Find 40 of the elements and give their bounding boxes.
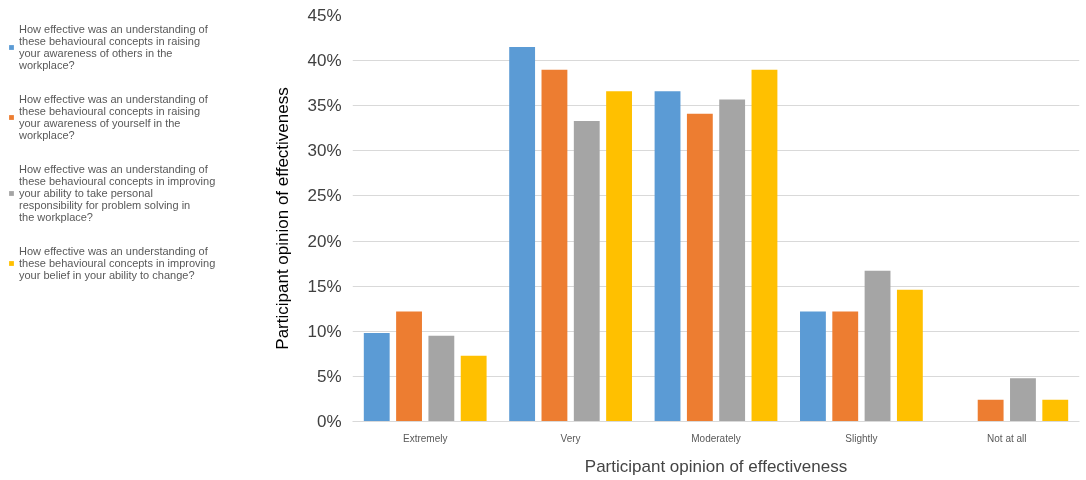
bar bbox=[428, 335, 455, 422]
bar bbox=[654, 91, 681, 422]
bar bbox=[460, 355, 487, 422]
y-tick-label: 40% bbox=[307, 51, 342, 71]
y-tick-label: 25% bbox=[307, 186, 342, 206]
y-tick-label: 30% bbox=[307, 141, 342, 161]
x-tick-label: Extremely bbox=[402, 432, 448, 444]
y-tick-label: 45% bbox=[307, 6, 342, 25]
bar bbox=[509, 47, 536, 422]
bar bbox=[1042, 399, 1069, 422]
bar bbox=[751, 69, 778, 422]
y-tick-label: 10% bbox=[307, 321, 342, 341]
bar bbox=[864, 270, 891, 422]
bar bbox=[1010, 378, 1036, 422]
bar bbox=[832, 311, 859, 422]
bar bbox=[977, 399, 1004, 422]
y-tick-label: 5% bbox=[316, 366, 342, 386]
x-tick-label: Slightly bbox=[845, 432, 878, 444]
legend-label: How effective was an understanding of these behavioural concepts in raising your awareness of others in the workplace? bbox=[19, 23, 208, 71]
y-tick-label: 15% bbox=[307, 276, 342, 296]
x-tick-label: Very bbox=[560, 432, 581, 444]
bar bbox=[896, 289, 923, 422]
y-tick-label: 20% bbox=[307, 231, 342, 251]
bar bbox=[541, 69, 568, 422]
legend-label: How effective was an understanding of these behavioural concepts in raising your awareness of yourself in the workplace? bbox=[19, 93, 208, 141]
bar bbox=[396, 311, 422, 422]
bar bbox=[606, 91, 632, 422]
x-axis-title: Participant opinion of effectiveness bbox=[584, 456, 848, 476]
x-tick-label: Moderately bbox=[691, 432, 741, 444]
bar bbox=[573, 121, 600, 422]
legend-label: How effective was an understanding of these behavioural concepts in improving your ability to take personal responsibility for problem solving in the workplace? bbox=[19, 163, 216, 223]
bar bbox=[800, 311, 826, 422]
y-tick-label: 35% bbox=[307, 96, 342, 116]
bar bbox=[363, 333, 390, 422]
legend-label: How effective was an understanding of these behavioural concepts in improving your belief in your ability to change? bbox=[19, 245, 216, 281]
bar bbox=[686, 113, 713, 422]
x-tick-label: Not at all bbox=[987, 432, 1027, 444]
y-axis-title: Participant opinion of effectiveness bbox=[273, 87, 293, 350]
y-tick-label: 0% bbox=[316, 412, 342, 431]
bar bbox=[719, 99, 746, 422]
